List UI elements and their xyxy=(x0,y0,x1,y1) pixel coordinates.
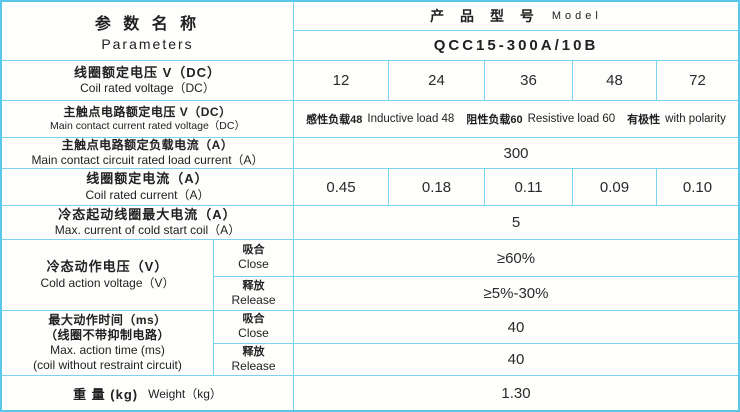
parameters-title-zh: 参 数 名 称 xyxy=(94,16,201,33)
model-header-cell: 产 品 型 号 Model xyxy=(294,2,738,30)
coil-voltage-value-36: 36 xyxy=(485,61,572,100)
load-current-label-zh: 主触点电路额定负载电流（A） xyxy=(61,138,234,152)
cold-start-label-cell: 冷态起动线圈最大电流（A） Max. current of cold start… xyxy=(2,206,293,239)
load-current-value-cell: 300 xyxy=(294,138,738,168)
coil-current-value-5: 0.10 xyxy=(657,169,738,205)
model-title-en: Model xyxy=(551,10,602,22)
action-time-label-zh2: （线圈不带抑制电路） xyxy=(44,328,170,342)
cold-action-label-cell: 冷态动作电压（V） Cold action voltage（V） xyxy=(2,240,213,310)
coil-voltage-label-zh: 线圈额定电压 V（DC） xyxy=(73,64,222,80)
contact-voltage-label-en: Main contact current rated voltage（DC） xyxy=(50,119,245,132)
action-time-close-value: 40 xyxy=(294,311,738,343)
coil-current-value-4: 0.09 xyxy=(573,169,656,205)
load-current-label-cell: 主触点电路额定负载电流（A） Main contact circuit rate… xyxy=(2,138,293,168)
coil-current-label-en: Coil rated current（A） xyxy=(85,187,210,202)
model-number-cell: QCC15-300A/10B xyxy=(294,31,738,60)
action-time-release-value: 40 xyxy=(294,344,738,375)
cold-action-label-zh: 冷态动作电压（V） xyxy=(46,259,169,275)
parameters-header-cell: 参 数 名 称 Parameters xyxy=(2,2,293,60)
coil-current-value-1: 0.45 xyxy=(294,169,388,205)
action-time-label-en2: (coil without restraint circuit) xyxy=(33,358,182,372)
action-time-label-en1: Max. action time (ms) xyxy=(50,343,165,357)
coil-voltage-label-cell: 线圈额定电压 V（DC） Coil rated voltage（DC） xyxy=(2,61,293,100)
cold-action-close-value: ≥60% xyxy=(294,240,738,276)
cold-action-label-en: Cold action voltage（V） xyxy=(40,275,175,290)
coil-voltage-value-12: 12 xyxy=(294,61,388,100)
cold-action-release-sublabel: 释放 Release xyxy=(214,277,293,310)
coil-voltage-value-72: 72 xyxy=(657,61,738,100)
coil-current-value-2: 0.18 xyxy=(389,169,484,205)
contact-voltage-value-cell: 感性负载48 Inductive load 48 阻性负载60 Resistiv… xyxy=(294,101,738,137)
cold-action-release-value: ≥5%-30% xyxy=(294,277,738,310)
action-time-release-sublabel: 释放 Release xyxy=(214,344,293,375)
coil-current-label-cell: 线圈额定电流（A） Coil rated current（A） xyxy=(2,169,293,205)
coil-voltage-value-48: 48 xyxy=(573,61,656,100)
coil-voltage-label-en: Coil rated voltage（DC） xyxy=(80,81,215,96)
action-time-label-cell: 最大动作时间（ms） （线圈不带抑制电路） Max. action time (… xyxy=(2,311,213,375)
load-current-label-en: Main contact circuit rated load current（… xyxy=(31,153,264,167)
action-time-close-sublabel: 吸合 Close xyxy=(214,311,293,343)
cold-start-label-en: Max. current of cold start coil（A） xyxy=(54,223,241,238)
model-number: QCC15-300A/10B xyxy=(433,37,599,54)
contact-voltage-label-zh: 主触点电路额定电压 V（DC） xyxy=(63,104,232,119)
contact-voltage-value-text: 感性负载48 Inductive load 48 阻性负载60 Resistiv… xyxy=(306,113,726,126)
weight-label-en: Weight（kg） xyxy=(148,386,222,401)
coil-current-value-3: 0.11 xyxy=(485,169,572,205)
weight-label-zh: 重 量 (kg) xyxy=(73,386,139,402)
cold-start-label-zh: 冷态起动线圈最大电流（A） xyxy=(58,206,237,222)
contact-voltage-label-cell: 主触点电路额定电压 V（DC） Main contact current rat… xyxy=(2,101,293,137)
parameters-title-en: Parameters xyxy=(101,36,194,52)
coil-voltage-value-24: 24 xyxy=(389,61,484,100)
model-title-zh: 产 品 型 号 xyxy=(430,8,540,24)
cold-start-value-cell: 5 xyxy=(294,206,738,239)
weight-label-cell: 重 量 (kg) Weight（kg） xyxy=(2,376,293,410)
action-time-label-zh1: 最大动作时间（ms） xyxy=(48,313,167,327)
weight-value-cell: 1.30 xyxy=(294,376,738,410)
coil-current-label-zh: 线圈额定电流（A） xyxy=(86,171,209,187)
cold-action-close-sublabel: 吸合 Close xyxy=(214,240,293,276)
